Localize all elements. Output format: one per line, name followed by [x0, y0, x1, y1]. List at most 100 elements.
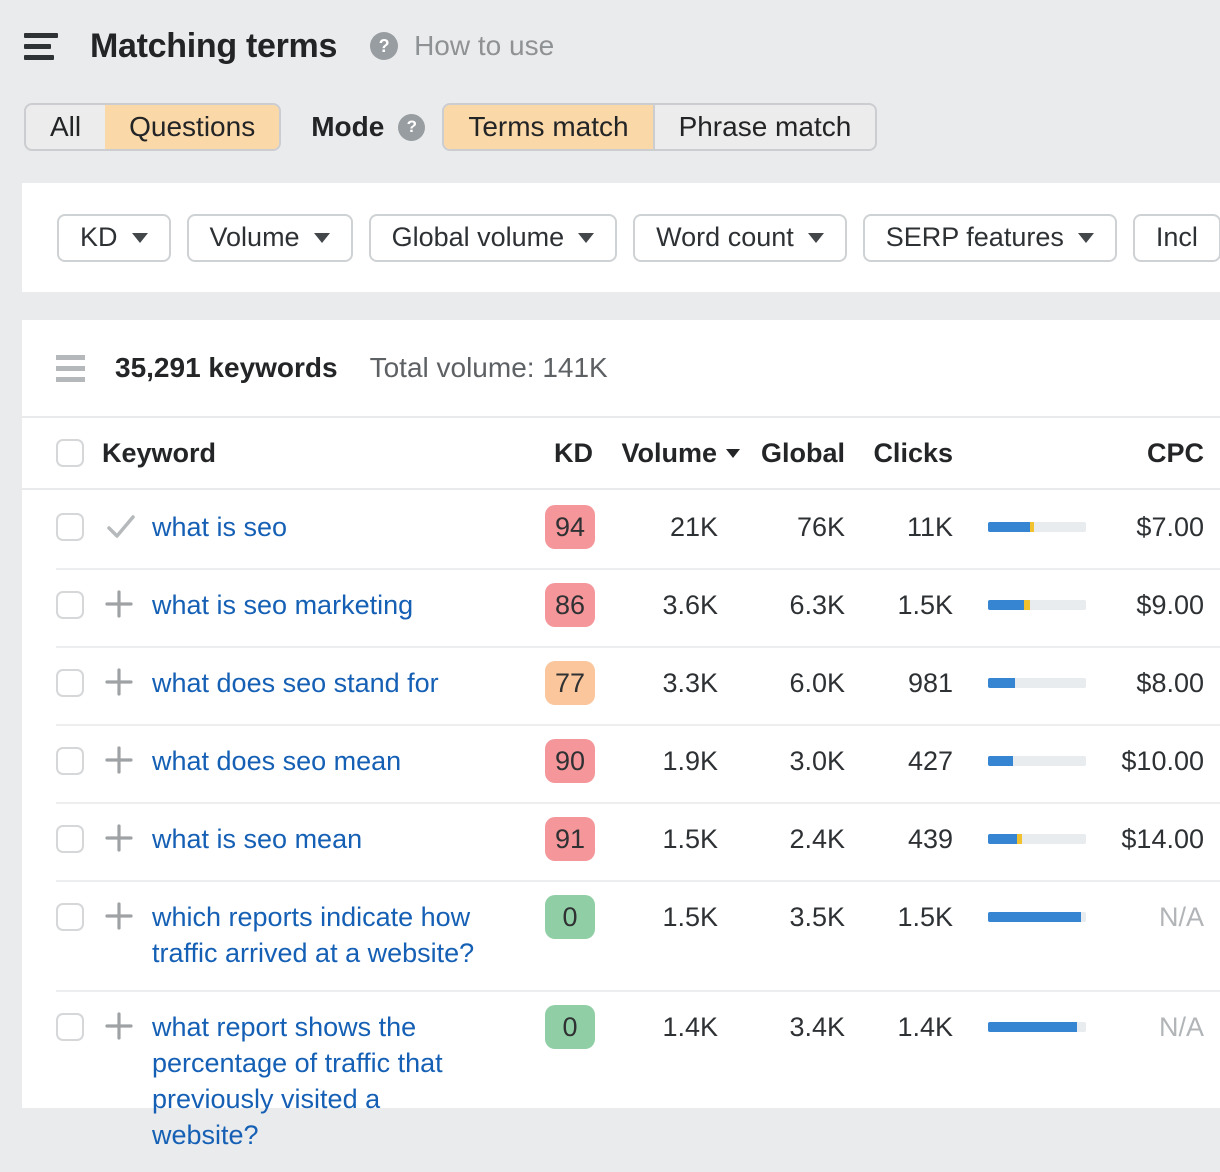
column-header-clicks[interactable]: Clicks — [873, 437, 953, 468]
kd-badge: 94 — [545, 505, 595, 549]
global-value: 76K — [796, 512, 845, 542]
cpc-value: N/A — [1158, 902, 1204, 932]
column-header-kd[interactable]: KD — [554, 437, 593, 468]
filter-word-count[interactable]: Word count — [633, 213, 847, 262]
clicks-bar-blue — [988, 912, 1082, 922]
keyword-link[interactable]: what is seo mean — [152, 824, 363, 854]
row-checkbox[interactable] — [56, 669, 84, 697]
row-checkbox[interactable] — [56, 513, 84, 541]
select-all-checkbox[interactable] — [56, 439, 84, 467]
plus-icon[interactable] — [105, 590, 133, 618]
tab-phrase-match[interactable]: Phrase match — [652, 105, 876, 149]
plus-icon[interactable] — [105, 668, 133, 696]
keyword-type-tabs: All Questions — [24, 103, 282, 151]
plus-icon[interactable] — [105, 902, 133, 930]
cpc-value: $7.00 — [1136, 512, 1204, 542]
column-header-global[interactable]: Global — [760, 437, 845, 468]
filter-serp-features-label: SERP features — [885, 222, 1064, 252]
row-checkbox[interactable] — [56, 825, 84, 853]
filter-include-label: Incl — [1155, 222, 1198, 252]
global-value: 6.0K — [789, 668, 845, 698]
question-circle-icon[interactable]: ? — [370, 32, 399, 60]
clicks-bar-blue — [988, 834, 1018, 844]
clicks-value: 1.4K — [897, 1012, 953, 1042]
table-row: what report shows the percentage of traf… — [22, 990, 1220, 1172]
keyword-link[interactable]: what does seo mean — [152, 746, 402, 776]
tab-terms-match[interactable]: Terms match — [444, 105, 653, 149]
clicks-bar-blue — [988, 1022, 1078, 1032]
clicks-bar-track — [988, 522, 1086, 532]
row-checkbox[interactable] — [56, 591, 84, 619]
clicks-bar — [988, 756, 1086, 766]
results-summary: 35,291 keywords Total volume: 141K — [22, 320, 1220, 416]
column-header-cpc[interactable]: CPC — [1146, 437, 1204, 468]
report-header: Matching terms ? How to use — [24, 22, 554, 70]
clicks-value: 11K — [906, 512, 953, 542]
filter-volume-label: Volume — [209, 222, 300, 252]
filter-volume[interactable]: Volume — [186, 213, 353, 262]
row-action-icon — [105, 902, 152, 935]
kd-badge: 0 — [545, 1005, 595, 1049]
column-header-keyword[interactable]: Keyword — [102, 437, 217, 468]
toolbar: All Questions Mode ? Terms match Phrase … — [24, 103, 878, 151]
clicks-bar-blue — [988, 600, 1025, 610]
chevron-down-icon — [131, 232, 148, 243]
clicks-bar — [988, 912, 1086, 922]
table-row: what is seo 94 21K 76K 11K $7.00 — [22, 490, 1220, 568]
filter-include[interactable]: Incl — [1132, 213, 1220, 262]
filter-global-volume-label: Global volume — [391, 222, 565, 252]
keyword-link[interactable]: what does seo stand for — [152, 668, 439, 698]
row-checkbox[interactable] — [56, 747, 84, 775]
how-to-use-link[interactable]: How to use — [414, 30, 555, 61]
filter-global-volume[interactable]: Global volume — [368, 213, 618, 262]
list-icon[interactable] — [56, 354, 85, 382]
table-row: which reports indicate how traffic arriv… — [22, 880, 1220, 990]
keyword-link[interactable]: what is seo marketing — [152, 590, 414, 620]
kd-badge: 77 — [545, 661, 595, 705]
keyword-link[interactable]: what is seo — [152, 512, 288, 542]
row-checkbox[interactable] — [56, 1013, 84, 1041]
mode-help-icon[interactable]: ? — [398, 113, 426, 141]
kd-badge: 91 — [545, 817, 595, 861]
cpc-value: $14.00 — [1121, 824, 1204, 854]
clicks-value: 1.5K — [897, 902, 953, 932]
mode-label: Mode — [311, 111, 385, 142]
column-header-volume[interactable]: Volume — [595, 438, 740, 469]
clicks-bar-yellow — [1017, 834, 1023, 844]
tab-questions[interactable]: Questions — [105, 105, 280, 149]
plus-icon[interactable] — [105, 1012, 133, 1040]
hamburger-icon[interactable] — [24, 32, 58, 60]
row-action-icon — [105, 824, 152, 857]
clicks-bar-yellow — [1024, 600, 1031, 610]
table-header-row: Keyword KD Volume Global Clicks CPC — [22, 416, 1220, 490]
row-checkbox[interactable] — [56, 903, 84, 931]
row-action-icon — [105, 746, 152, 779]
kd-badge: 86 — [545, 583, 595, 627]
cpc-value: N/A — [1158, 1012, 1204, 1042]
plus-icon[interactable] — [105, 824, 133, 852]
volume-value: 1.9K — [662, 746, 718, 776]
chevron-down-icon — [1077, 232, 1094, 243]
kd-badge: 90 — [545, 739, 595, 783]
keyword-link[interactable]: which reports indicate how traffic arriv… — [152, 902, 475, 968]
plus-icon[interactable] — [105, 746, 133, 774]
match-mode-tabs: Terms match Phrase match — [442, 103, 878, 151]
clicks-bar-track — [988, 1022, 1086, 1032]
results-panel: 35,291 keywords Total volume: 141K Keywo… — [22, 320, 1220, 1150]
sort-desc-icon — [726, 448, 740, 458]
row-action-icon — [105, 668, 152, 701]
filter-serp-features[interactable]: SERP features — [862, 213, 1117, 262]
check-icon[interactable] — [105, 512, 137, 542]
clicks-bar — [988, 834, 1086, 844]
table-row: what does seo stand for 77 3.3K 6.0K 981… — [22, 646, 1220, 724]
tab-all[interactable]: All — [50, 111, 82, 142]
clicks-bar — [988, 522, 1086, 532]
clicks-bar-blue — [988, 756, 1014, 766]
clicks-bar — [988, 600, 1086, 610]
cpc-value: $8.00 — [1136, 668, 1204, 698]
keyword-link[interactable]: what report shows the percentage of traf… — [152, 1012, 443, 1150]
clicks-bar-track — [988, 756, 1086, 766]
filter-kd[interactable]: KD — [57, 213, 171, 262]
column-header-volume-label: Volume — [621, 437, 717, 468]
row-action-icon — [105, 590, 152, 623]
